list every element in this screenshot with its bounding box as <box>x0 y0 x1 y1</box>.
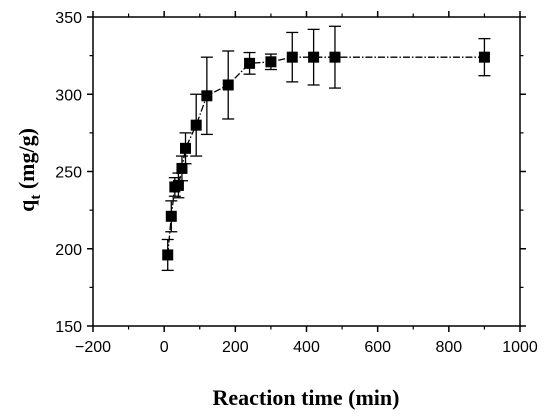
x-axis-title: Reaction time (min) <box>213 385 400 410</box>
plot-border <box>92 16 521 327</box>
data-point <box>165 210 177 222</box>
x-tick-label: 600 <box>364 339 391 356</box>
x-tick-label: 400 <box>293 339 320 356</box>
y-axis-title-unit: (mg/g) <box>14 128 39 195</box>
data-point <box>172 179 184 191</box>
series-line-group <box>167 56 485 255</box>
data-point <box>190 119 202 131</box>
y-tick-label: 250 <box>55 165 82 182</box>
y-axis-title: qt (mg/g) <box>14 128 44 212</box>
y-axis-title-subscript: t <box>28 195 44 200</box>
x-tick-label: −200 <box>75 339 111 356</box>
y-tick-label: 350 <box>55 10 82 27</box>
series-line <box>167 56 485 255</box>
data-point <box>176 162 188 174</box>
data-point <box>265 56 277 68</box>
plot-frame <box>92 16 521 327</box>
y-tick-label: 200 <box>55 242 82 259</box>
x-axis: −200 0 200 400 600 800 1000 <box>75 11 538 356</box>
y-tick-label: 300 <box>55 87 82 104</box>
data-point <box>201 90 213 102</box>
data-point <box>222 79 234 91</box>
y-axis-title-main: q <box>14 199 39 212</box>
error-bars <box>161 25 491 272</box>
data-point <box>308 51 320 63</box>
data-point <box>286 51 298 63</box>
data-point <box>180 142 192 154</box>
data-markers <box>162 51 490 261</box>
x-tick-label: 1000 <box>502 339 538 356</box>
y-tick-label: 150 <box>55 319 82 336</box>
y-axis: 150 200 250 300 350 <box>55 10 526 336</box>
x-tick-label: 200 <box>222 339 249 356</box>
x-tick-label: 0 <box>160 339 169 356</box>
x-tick-label: 800 <box>435 339 462 356</box>
data-point <box>244 57 256 69</box>
data-point <box>162 249 174 261</box>
data-point <box>329 51 341 63</box>
data-point <box>478 51 490 63</box>
